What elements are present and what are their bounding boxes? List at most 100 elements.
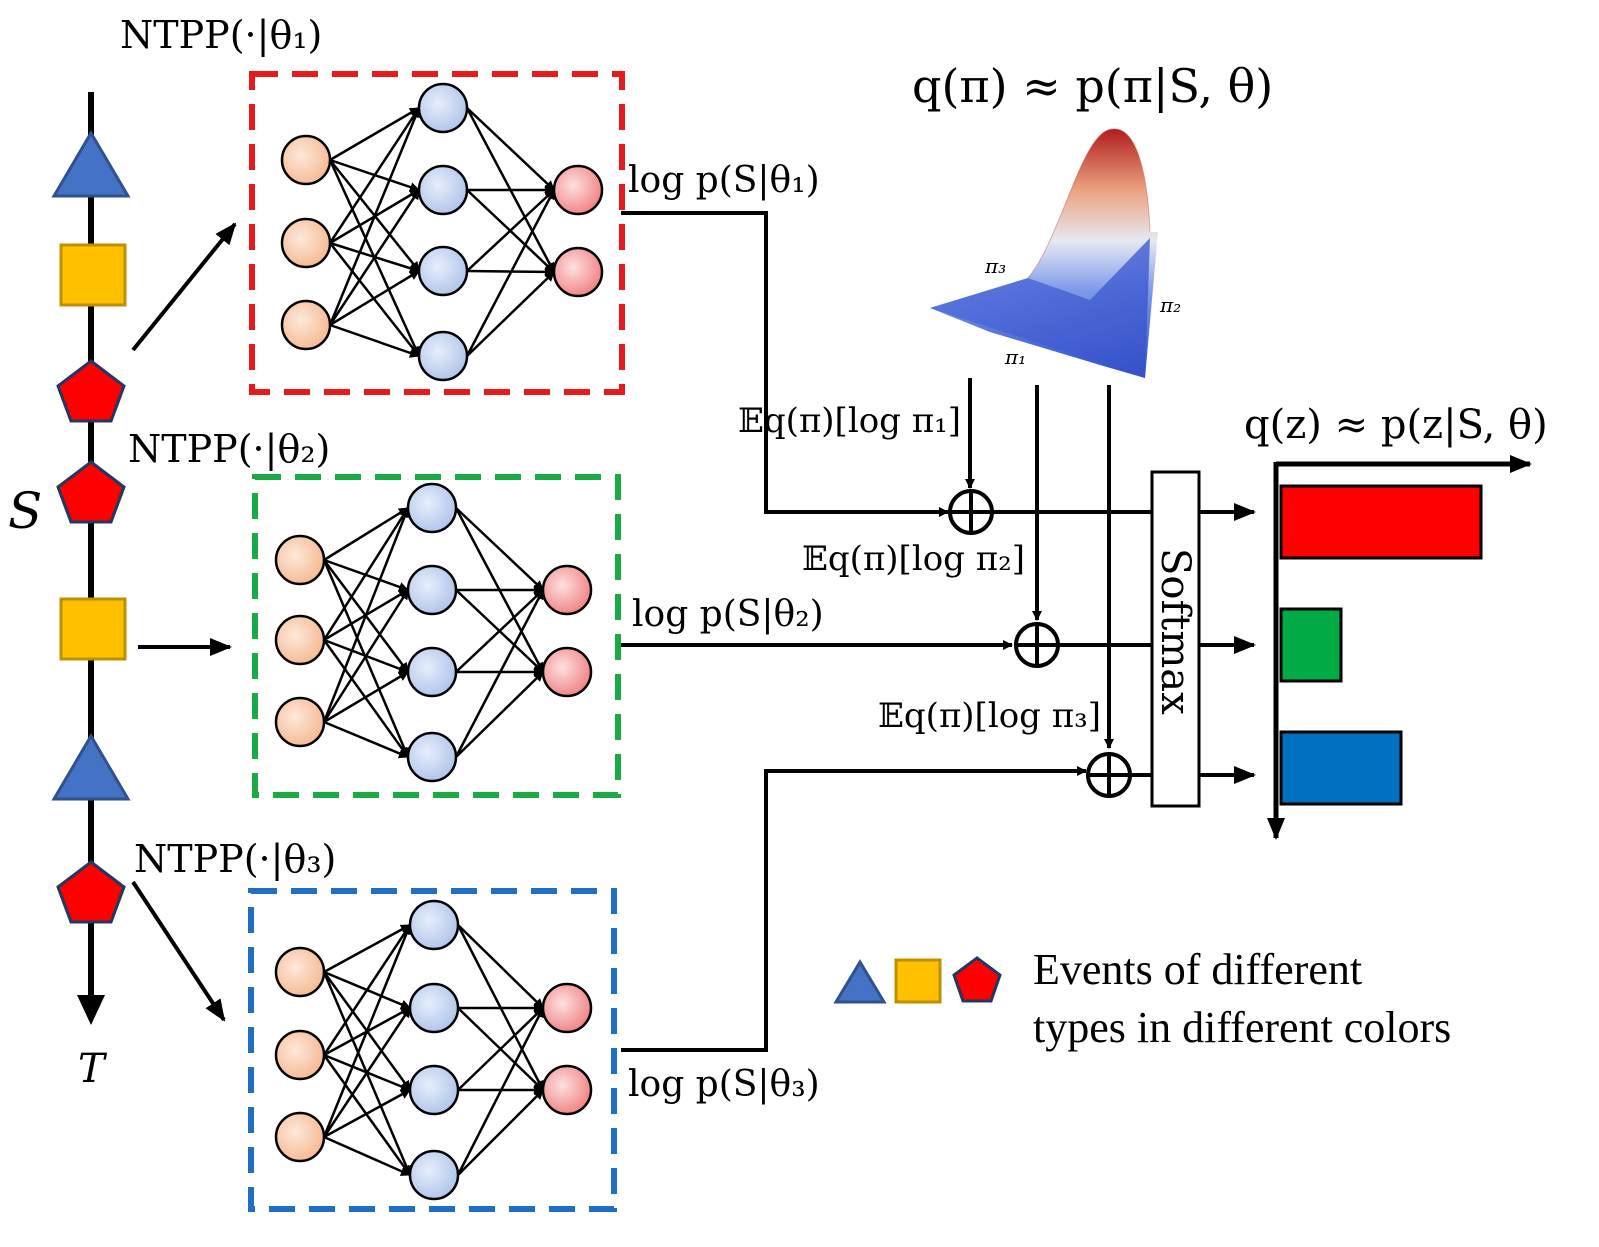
posterior-z-title: q(z) ≈ p(z|S, θ) — [1244, 402, 1548, 448]
arrow-to-model-3 — [131, 880, 226, 1022]
z-bar — [1279, 484, 1483, 560]
hidden-node — [417, 245, 469, 297]
network-edge — [329, 323, 420, 358]
output-node — [541, 982, 593, 1034]
network-edge — [466, 271, 555, 357]
network-edge — [457, 924, 544, 1009]
output-node — [552, 164, 604, 216]
output-node — [541, 1064, 593, 1116]
legend-line-2: types in different colors — [1033, 1003, 1451, 1052]
network-edge — [323, 670, 409, 724]
adder-3 — [1086, 752, 1132, 798]
input-node — [280, 299, 332, 351]
arrow-to-model-1 — [131, 222, 237, 352]
output-node — [541, 646, 593, 698]
input-node — [274, 614, 326, 666]
hidden-node — [406, 482, 458, 534]
legend: Events of different types in different c… — [833, 945, 1451, 1052]
output-node — [541, 564, 593, 616]
network-edge — [455, 507, 544, 591]
model-dashed-box — [249, 71, 625, 395]
network-edge — [322, 589, 410, 723]
network-edge — [322, 924, 412, 1056]
legend-triangle-icon — [833, 959, 887, 1004]
hidden-node — [406, 564, 458, 616]
network-edge — [329, 106, 420, 162]
density-base — [930, 238, 1150, 378]
network-edge — [323, 720, 409, 759]
network-edge — [457, 1089, 544, 1176]
network-edge — [456, 1007, 545, 1176]
posterior-pi-title: q(π) ≈ p(π|S, θ) — [912, 59, 1273, 113]
sequence-label: S — [8, 482, 42, 540]
network-edge — [323, 506, 409, 562]
event-square — [59, 597, 127, 661]
expectation-pi-1: 𝔼q(π)[log π₁] — [738, 401, 961, 441]
network-edge — [323, 1088, 411, 1139]
network-edge — [465, 189, 556, 357]
event-pentagon — [56, 359, 126, 423]
density-ridge — [1027, 128, 1151, 279]
model-2-label: NTPP(·|θ₂) — [128, 427, 330, 471]
pi-axis-3: π₃ — [984, 254, 1006, 278]
legend-line-1: Events of different — [1033, 945, 1362, 994]
pi-axis-1: π₁ — [1004, 345, 1026, 369]
network-edge — [457, 1007, 544, 1091]
posterior-z-chart — [1267, 455, 1532, 840]
log-likelihood-3: log p(S|θ₃) — [628, 1064, 820, 1105]
time-axis-label: T — [78, 1046, 108, 1092]
network-edge — [454, 589, 545, 758]
expectation-pi-2: 𝔼q(π)[log π₂] — [802, 539, 1025, 579]
input-node — [274, 696, 326, 748]
network-edge — [455, 589, 544, 673]
network-edge — [322, 924, 412, 1138]
hidden-node — [408, 982, 460, 1034]
network-edge — [322, 507, 410, 641]
timeline-arrowhead — [77, 995, 105, 1025]
network-edge — [466, 189, 555, 272]
network-edge — [329, 242, 420, 357]
ntpp-model-2 — [252, 474, 621, 798]
log-likelihood-1: log p(S|θ₁) — [628, 160, 820, 201]
hidden-node — [417, 330, 469, 382]
network-edge — [323, 923, 411, 974]
network-edge — [322, 639, 410, 758]
ntpp-model-1 — [249, 71, 625, 395]
model-1-label: NTPP(·|θ₁) — [120, 13, 322, 57]
event-pentagon — [56, 860, 126, 924]
input-node — [280, 217, 332, 269]
hidden-node — [417, 82, 469, 134]
z-bar — [1279, 730, 1403, 806]
z-bar — [1279, 607, 1343, 683]
softmax-box — [1150, 470, 1201, 808]
event-triangle — [51, 733, 131, 801]
hidden-node — [417, 164, 469, 216]
legend-square-icon — [894, 958, 942, 1004]
event-pentagon — [56, 460, 126, 524]
input-node — [274, 1111, 326, 1163]
network-edge — [329, 269, 420, 327]
model-dashed-box — [248, 888, 617, 1212]
model-3-label: NTPP(·|θ₃) — [134, 837, 336, 881]
adder-1 — [948, 489, 994, 535]
network-edge — [455, 671, 544, 758]
adder-2 — [1014, 622, 1060, 668]
hidden-node — [408, 899, 460, 951]
hidden-node — [406, 731, 458, 783]
event-square — [59, 243, 127, 307]
posterior-pi-surface — [930, 128, 1158, 378]
legend-pentagon-icon — [952, 956, 1002, 1003]
network-edge — [322, 559, 410, 758]
input-node — [280, 134, 332, 186]
ntpp-model-3 — [248, 888, 617, 1212]
expectation-pi-3: 𝔼q(π)[log π₃] — [878, 696, 1101, 736]
model-dashed-box — [252, 474, 621, 798]
softmax-label: Softmax — [1152, 548, 1198, 715]
connector-model-3 — [621, 766, 1087, 1052]
network-edge — [328, 107, 421, 326]
network-edge — [322, 1007, 412, 1138]
event-triangle — [51, 130, 131, 198]
hidden-node — [406, 646, 458, 698]
